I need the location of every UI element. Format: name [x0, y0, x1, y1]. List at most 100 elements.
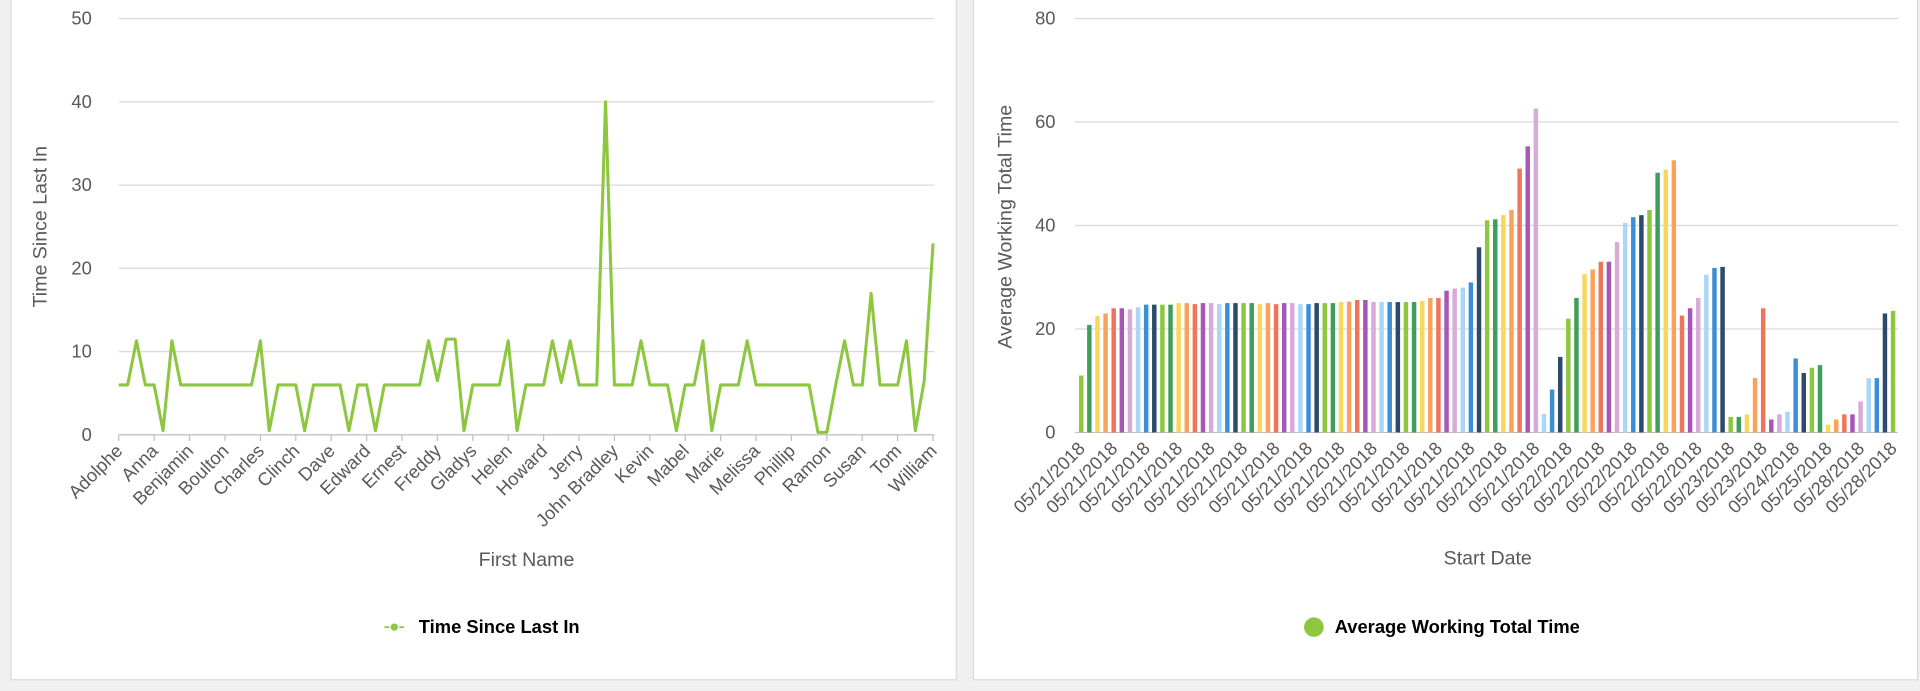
- bar: [1249, 303, 1254, 433]
- bar: [1103, 313, 1108, 433]
- bar: [1184, 303, 1189, 433]
- bar: [1452, 288, 1457, 433]
- y-tick-label: 30: [71, 174, 91, 195]
- bar: [1411, 302, 1417, 433]
- bar: [1695, 297, 1701, 433]
- x-axis-title: First Name: [479, 549, 575, 571]
- bar: [1622, 222, 1628, 433]
- bar: [1736, 416, 1742, 433]
- bar: [1217, 304, 1222, 433]
- bar: [1143, 304, 1149, 433]
- bar: [1858, 401, 1863, 433]
- x-axis-title: Start Date: [1444, 548, 1532, 570]
- legend-label: Time Since Last In: [419, 616, 580, 637]
- bar: [1582, 274, 1587, 433]
- bar: [1330, 303, 1336, 433]
- bar: [1769, 419, 1774, 433]
- y-tick-label: 60: [1035, 111, 1055, 132]
- bar: [1444, 290, 1449, 433]
- bar: [1549, 389, 1555, 433]
- bar: [1314, 303, 1319, 433]
- bar: [1501, 215, 1506, 433]
- bar: [1395, 302, 1401, 433]
- line-series: [118, 100, 935, 434]
- y-tick-label: 0: [1045, 422, 1055, 443]
- bar: [1655, 172, 1660, 433]
- bar: [1704, 274, 1709, 433]
- bar: [1428, 297, 1433, 433]
- bar: [1290, 303, 1295, 433]
- bar: [1087, 324, 1092, 433]
- bar: [1371, 302, 1376, 433]
- bar: [1468, 282, 1474, 433]
- bar: [1322, 303, 1328, 433]
- bar: [1760, 308, 1766, 433]
- bar: [1590, 269, 1595, 433]
- y-tick-label: 40: [1035, 215, 1055, 236]
- bar: [1265, 303, 1271, 433]
- bar: [1566, 318, 1571, 433]
- bar: [1160, 304, 1165, 433]
- bar: [1241, 303, 1246, 433]
- bar: [1152, 304, 1157, 433]
- bar: [1598, 261, 1604, 433]
- bar: [1801, 372, 1806, 433]
- bar: [1403, 302, 1409, 433]
- bar: [1647, 209, 1652, 433]
- bar: [1460, 287, 1466, 433]
- bar: [1476, 247, 1482, 433]
- bar: [1639, 215, 1644, 433]
- bar: [1541, 413, 1547, 433]
- bar: [1119, 308, 1125, 433]
- bar: [1338, 302, 1344, 433]
- legend-label: Average Working Total Time: [1335, 616, 1580, 637]
- bar: [1517, 168, 1522, 433]
- bar: [1200, 303, 1206, 433]
- bar: [1127, 309, 1133, 433]
- bar: [1306, 304, 1311, 433]
- bar: [1111, 308, 1116, 433]
- bar: [1078, 375, 1084, 433]
- bar: [1671, 160, 1677, 433]
- y-tick-label: 80: [1035, 8, 1055, 29]
- bar: [1436, 297, 1441, 433]
- bar: [1298, 304, 1303, 433]
- bar: [1419, 301, 1425, 433]
- bar: [1777, 414, 1782, 433]
- bar: [1135, 307, 1141, 433]
- bar: [1809, 367, 1815, 433]
- bar: [1817, 365, 1823, 433]
- y-axis-title: Time Since Last In: [30, 146, 52, 307]
- bar: [1874, 378, 1880, 433]
- y-tick-label: 10: [71, 341, 91, 362]
- y-tick-label: 50: [71, 8, 91, 29]
- bar: [1606, 261, 1612, 433]
- bar: [1557, 356, 1563, 433]
- bar: [1281, 303, 1287, 433]
- bar: [1866, 378, 1871, 433]
- bar: [1663, 169, 1668, 433]
- bar: [1744, 414, 1750, 433]
- y-tick-label: 0: [82, 424, 92, 445]
- bar: [1720, 266, 1725, 433]
- panel: [10, 0, 957, 681]
- bar: [1825, 424, 1831, 433]
- bar: [1346, 301, 1352, 433]
- bar: [1533, 108, 1539, 433]
- bar: [1509, 209, 1514, 433]
- bar: [1842, 414, 1847, 433]
- y-tick-label: 20: [1035, 318, 1055, 339]
- bar: [1095, 316, 1100, 433]
- bar: [1890, 310, 1896, 433]
- bar: [1614, 242, 1620, 433]
- legend-marker: [390, 623, 398, 631]
- y-axis-title: Average Working Total Time: [994, 105, 1016, 349]
- bar: [1387, 302, 1392, 433]
- bar: [1785, 411, 1790, 433]
- y-tick-label: 20: [71, 257, 91, 278]
- bar: [1687, 308, 1693, 433]
- bar: [1208, 303, 1214, 433]
- bar: [1834, 419, 1839, 433]
